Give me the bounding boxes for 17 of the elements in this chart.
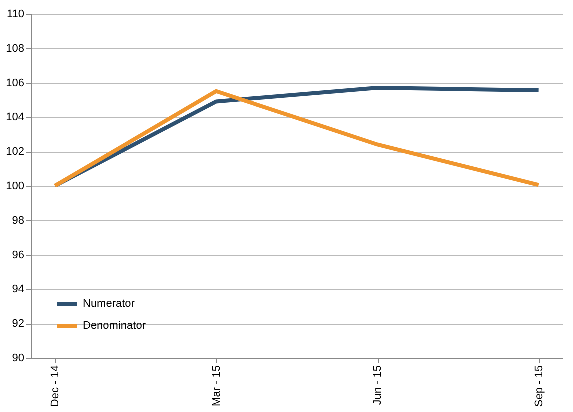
y-tick-label: 110 [6, 8, 24, 20]
y-tick-label: 96 [12, 249, 24, 262]
x-tick-label: Jun - 15 [372, 366, 384, 406]
y-tick-label: 100 [6, 180, 24, 192]
y-tick-label: 106 [6, 77, 24, 90]
y-tick-label: 98 [12, 214, 24, 227]
y-tick-label: 108 [6, 42, 24, 55]
x-tick-label: Mar - 15 [210, 366, 223, 406]
x-tick-label: Sep - 15 [533, 366, 546, 408]
y-tick-label: 92 [12, 318, 24, 330]
x-tick-label: Dec - 14 [50, 366, 62, 408]
y-tick-label: 90 [12, 352, 24, 364]
y-tick-label: 104 [6, 112, 24, 124]
y-tick-label: 102 [6, 146, 24, 158]
legend-label: Denominator [83, 320, 146, 332]
y-tick-label: 94 [12, 284, 24, 296]
legend-label: Numerator [83, 298, 136, 310]
